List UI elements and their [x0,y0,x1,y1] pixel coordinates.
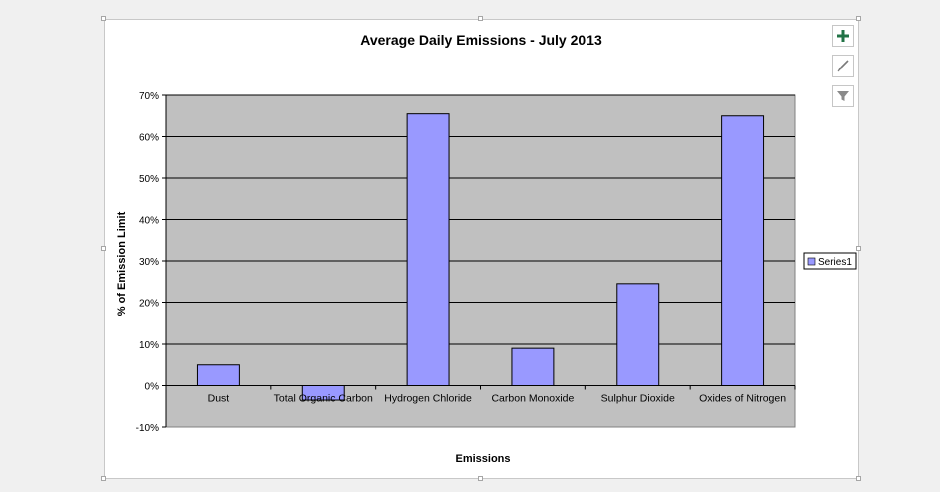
chart-filters-button[interactable] [832,85,854,107]
resize-handle-bottom-center[interactable] [478,476,483,481]
chart-area[interactable] [104,19,859,479]
brush-icon [837,60,849,72]
chart-styles-button[interactable] [832,55,854,77]
chart-elements-button[interactable] [832,25,854,47]
resize-handle-bottom-right[interactable] [856,476,861,481]
resize-handle-middle-left[interactable] [101,246,106,251]
resize-handle-top-center[interactable] [478,16,483,21]
resize-handle-bottom-left[interactable] [101,476,106,481]
plus-icon [837,30,849,42]
resize-handle-top-left[interactable] [101,16,106,21]
resize-handle-middle-right[interactable] [856,246,861,251]
resize-handle-top-right[interactable] [856,16,861,21]
filter-icon [837,91,849,101]
